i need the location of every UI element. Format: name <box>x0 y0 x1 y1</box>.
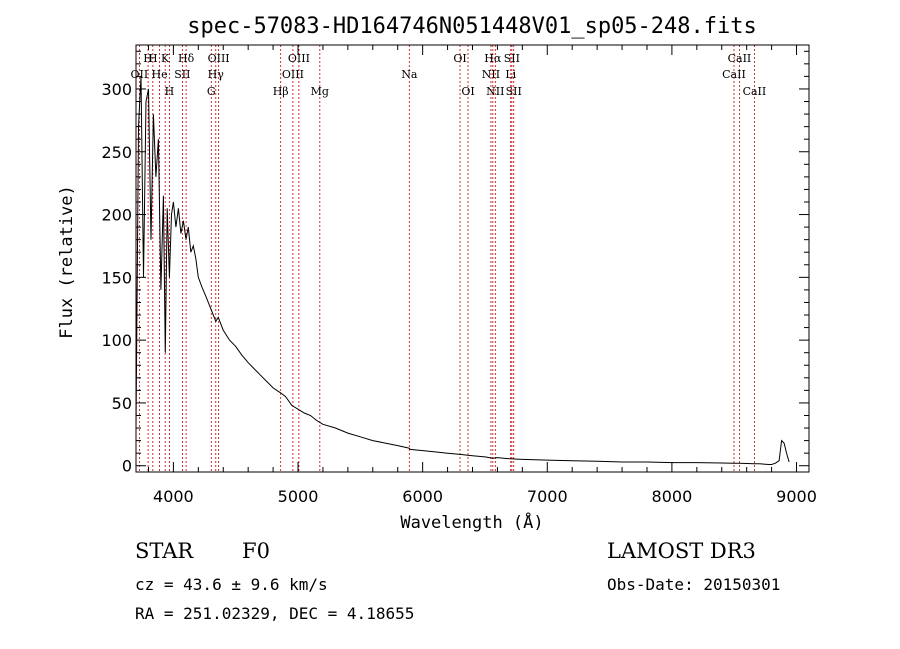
survey-label: LAMOST DR3 <box>607 539 756 563</box>
line-marker-label: Na <box>401 68 418 81</box>
plot-frame <box>135 44 810 473</box>
y-axis: 0 50 100 150 200 250 300 <box>101 50 809 476</box>
x-tick-label: 5000 <box>278 487 319 506</box>
obs-date: Obs-Date: 20150301 <box>607 575 781 594</box>
line-markers <box>138 45 755 472</box>
line-marker-label: OI <box>461 85 474 98</box>
object-subclass: F0 <box>242 539 270 563</box>
line-marker-label: CaII <box>728 52 752 65</box>
y-tick-label: 200 <box>101 206 132 225</box>
line-marker-label: K <box>161 52 170 65</box>
line-marker-label: H <box>143 52 153 65</box>
y-tick-label: 250 <box>101 143 132 162</box>
line-marker-labels: OIIHHHeKHSIIHδGHγOIIIHβOIIIOIIIMgNaOIOIN… <box>131 52 767 98</box>
line-marker-label: SII <box>174 68 190 81</box>
y-tick-label: 0 <box>122 457 132 476</box>
ra-dec: RA = 251.02329, DEC = 4.18655 <box>135 604 415 623</box>
line-marker-label: OIII <box>208 52 230 65</box>
x-axis-label: Wavelength (Å) <box>400 511 543 533</box>
line-marker-label: Hδ <box>178 52 195 65</box>
x-tick-label: 8000 <box>652 487 693 506</box>
line-marker-label: Li <box>505 68 516 81</box>
y-tick-label: 100 <box>101 331 132 350</box>
line-marker-label: Hβ <box>273 85 289 98</box>
line-marker-label: OIII <box>288 52 310 65</box>
line-marker-label: NII <box>482 68 500 81</box>
line-marker-label: G <box>207 85 216 98</box>
line-marker-label: Hα <box>484 52 502 65</box>
y-tick-label: 150 <box>101 268 132 287</box>
line-marker-label: NII <box>486 85 504 98</box>
line-marker-label: OIII <box>282 68 304 81</box>
y-axis-label: Flux (relative) <box>57 185 77 339</box>
line-marker-label: CaII <box>743 85 767 98</box>
x-tick-label: 7000 <box>527 487 568 506</box>
x-tick-label: 9000 <box>776 487 817 506</box>
line-marker-label: H <box>165 85 175 98</box>
line-marker-label: Hγ <box>208 68 225 81</box>
line-marker-label: OII <box>131 68 149 81</box>
line-marker-label: SII <box>504 52 520 65</box>
x-tick-label: 4000 <box>153 487 194 506</box>
redshift-cz: cz = 43.6 ± 9.6 km/s <box>135 575 328 594</box>
y-tick-label: 300 <box>101 80 132 99</box>
x-axis: 4000 5000 6000 7000 8000 9000 <box>147 45 817 506</box>
line-marker-label: SII <box>506 85 522 98</box>
line-marker-label: He <box>152 68 168 81</box>
line-marker-label: H <box>148 52 158 65</box>
line-marker-label: CaII <box>722 68 746 81</box>
spectrum-line <box>135 76 790 465</box>
object-class: STAR <box>135 539 194 563</box>
y-tick-label: 50 <box>112 394 132 413</box>
chart-title: spec-57083-HD164746N051448V01_sp05-248.f… <box>187 14 757 39</box>
line-marker-label: OI <box>453 52 466 65</box>
x-tick-label: 6000 <box>402 487 443 506</box>
line-marker-label: Mg <box>311 85 329 98</box>
